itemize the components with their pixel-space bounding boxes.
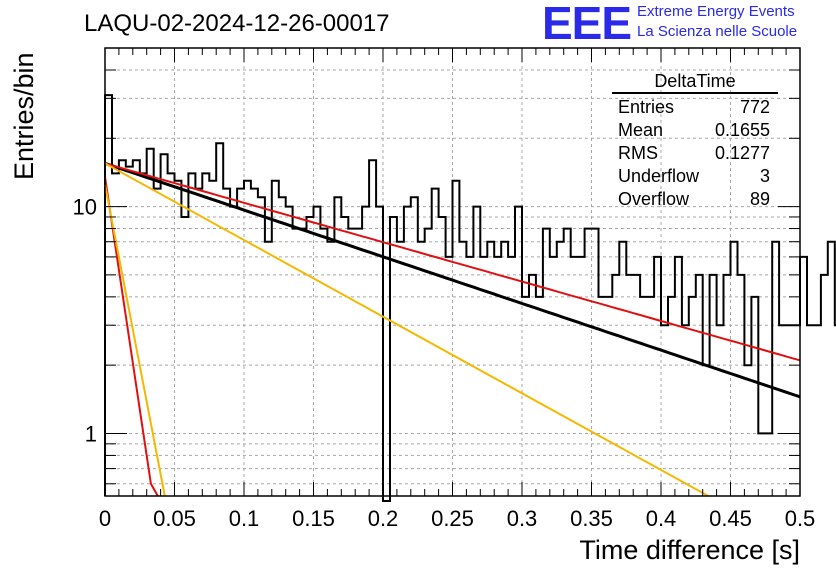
x-tick-label: 0.2 <box>368 506 399 531</box>
stats-row-rms: RMS 0.1277 <box>612 142 778 165</box>
histogram-series <box>104 94 836 502</box>
stats-row-overflow: Overflow 89 <box>612 188 778 211</box>
x-tick-label: 0.15 <box>292 506 335 531</box>
x-axis-label: Time difference [s] <box>579 535 800 565</box>
x-tick-label: 0.5 <box>785 506 816 531</box>
histogram-steps <box>104 94 836 502</box>
stats-row-entries: Entries 772 <box>612 96 778 119</box>
run-title: LAQU-02-2024-12-26-00017 <box>84 10 390 37</box>
fit-curves <box>104 161 801 497</box>
stats-title: DeltaTime <box>654 71 736 91</box>
logo-line-1: Extreme Energy Events <box>637 3 795 20</box>
x-tick-label: 0.25 <box>431 506 474 531</box>
x-tick-label: 0.35 <box>570 506 613 531</box>
y-tick-label: 10 <box>73 195 97 220</box>
y-axis-label: Entries/bin <box>9 52 39 180</box>
x-tick-label: 0.4 <box>646 506 677 531</box>
stats-label: Overflow <box>618 189 690 209</box>
stats-value: 0.1655 <box>714 120 770 140</box>
x-tick-label: 0.05 <box>153 506 196 531</box>
stats-row-underflow: Underflow 3 <box>612 165 778 188</box>
stats-row-mean: Mean 0.1655 <box>612 119 778 142</box>
stats-label: Entries <box>618 97 675 117</box>
stats-label: Mean <box>618 120 664 140</box>
x-tick-label: 0.1 <box>229 506 260 531</box>
stats-value: 772 <box>739 97 770 117</box>
stats-value: 89 <box>749 189 770 209</box>
stats-box: DeltaTime Entries 772 Mean 0.1655 RMS 0.… <box>612 70 778 211</box>
logo-line-2: La Scienza nelle Scuole <box>637 23 798 40</box>
x-tick-label: 0.3 <box>507 506 538 531</box>
eee-logo: EEE <box>542 0 632 49</box>
stats-label: RMS <box>618 143 658 163</box>
fit-curve-orange-slow <box>104 162 709 497</box>
x-tick-label: 0.45 <box>709 506 752 531</box>
stats-value: 0.1277 <box>714 143 770 163</box>
tick-labels: 0 0.05 0.1 0.15 0.2 0.25 0.3 0.35 0.4 0.45 0.5 1 10 <box>73 195 816 531</box>
fit-curve-orange-fast <box>104 184 166 497</box>
fit-curve-red-fast <box>104 176 159 497</box>
x-tick-label: 0 <box>99 506 111 531</box>
stats-divider <box>612 92 778 94</box>
fit-curve-black-fit <box>104 161 801 399</box>
stats-label: Underflow <box>618 166 700 186</box>
stats-value: 3 <box>759 166 770 186</box>
grid-lines <box>105 47 800 496</box>
fit-curve-red-slow <box>104 162 801 362</box>
y-tick-label: 1 <box>85 421 97 446</box>
axis-ticks <box>104 47 801 496</box>
